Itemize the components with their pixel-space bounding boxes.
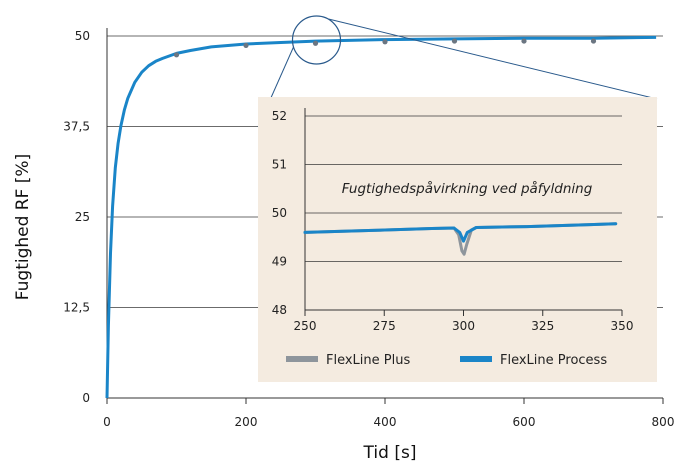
zoom-connector-line <box>328 18 658 100</box>
series-point-flexline-plus <box>243 42 249 49</box>
series-point-flexline-plus <box>173 52 180 58</box>
main-x-tick-label: 200 <box>235 415 258 429</box>
inset-title: Fugtighedspåvirkning ved påfyldning <box>342 180 593 197</box>
inset-x-tick-label: 350 <box>611 319 634 333</box>
main-y-tick-label: 0 <box>82 391 90 405</box>
inset-y-tick-label: 48 <box>272 303 287 317</box>
series-point-flexline-plus <box>451 38 458 44</box>
inset-y-tick-label: 50 <box>272 206 287 220</box>
series-point-flexline-plus <box>312 40 319 46</box>
main-x-tick-label: 400 <box>374 415 397 429</box>
inset-y-tick-label: 51 <box>272 158 287 172</box>
inset-legend: FlexLine Plus FlexLine Process <box>286 353 607 368</box>
series-point-flexline-plus <box>521 38 527 44</box>
main-y-tick-label: 50 <box>75 29 90 43</box>
x-axis-label: Tid [s] <box>363 443 417 463</box>
main-x-ticks: 0 200 400 600 800 <box>103 398 674 429</box>
main-y-ticks: 0 12,5 25 37,5 50 <box>63 29 90 405</box>
inset-background <box>258 97 657 382</box>
legend-label-flexline-plus: FlexLine Plus <box>326 353 410 368</box>
inset-x-tick-label: 300 <box>452 319 475 333</box>
main-x-tick-label: 800 <box>652 415 675 429</box>
series-point-flexline-plus <box>590 38 597 44</box>
legend-swatch-flexline-process <box>460 356 492 362</box>
main-x-tick-label: 0 <box>103 415 111 429</box>
inset-y-tick-label: 49 <box>272 255 287 269</box>
inset-x-ticks: 250 275 300 325 350 <box>294 310 634 333</box>
main-y-tick-label: 12,5 <box>63 301 90 315</box>
main-y-tick-label: 37,5 <box>63 120 90 134</box>
y-axis-label: Fugtighed RF [%] <box>13 154 33 300</box>
series-line-flexline-process <box>303 222 618 243</box>
legend-label-flexline-process: FlexLine Process <box>500 353 607 368</box>
inset-x-tick-label: 325 <box>531 319 554 333</box>
inset-y-tick-label: 52 <box>272 109 287 123</box>
inset-y-ticks: 48 49 50 51 52 <box>272 109 287 317</box>
series-point-flexline-plus <box>382 39 388 45</box>
main-x-tick-label: 600 <box>513 415 536 429</box>
main-series-group <box>105 35 657 399</box>
inset-x-tick-label: 275 <box>373 319 396 333</box>
inset-gridlines <box>305 115 622 262</box>
inset-series-group <box>303 222 618 256</box>
main-y-tick-label: 25 <box>75 210 90 224</box>
legend-swatch-flexline-plus <box>286 356 318 362</box>
zoom-indicator <box>257 15 658 128</box>
zoom-circle <box>291 15 342 65</box>
inset-x-tick-label: 250 <box>294 319 317 333</box>
